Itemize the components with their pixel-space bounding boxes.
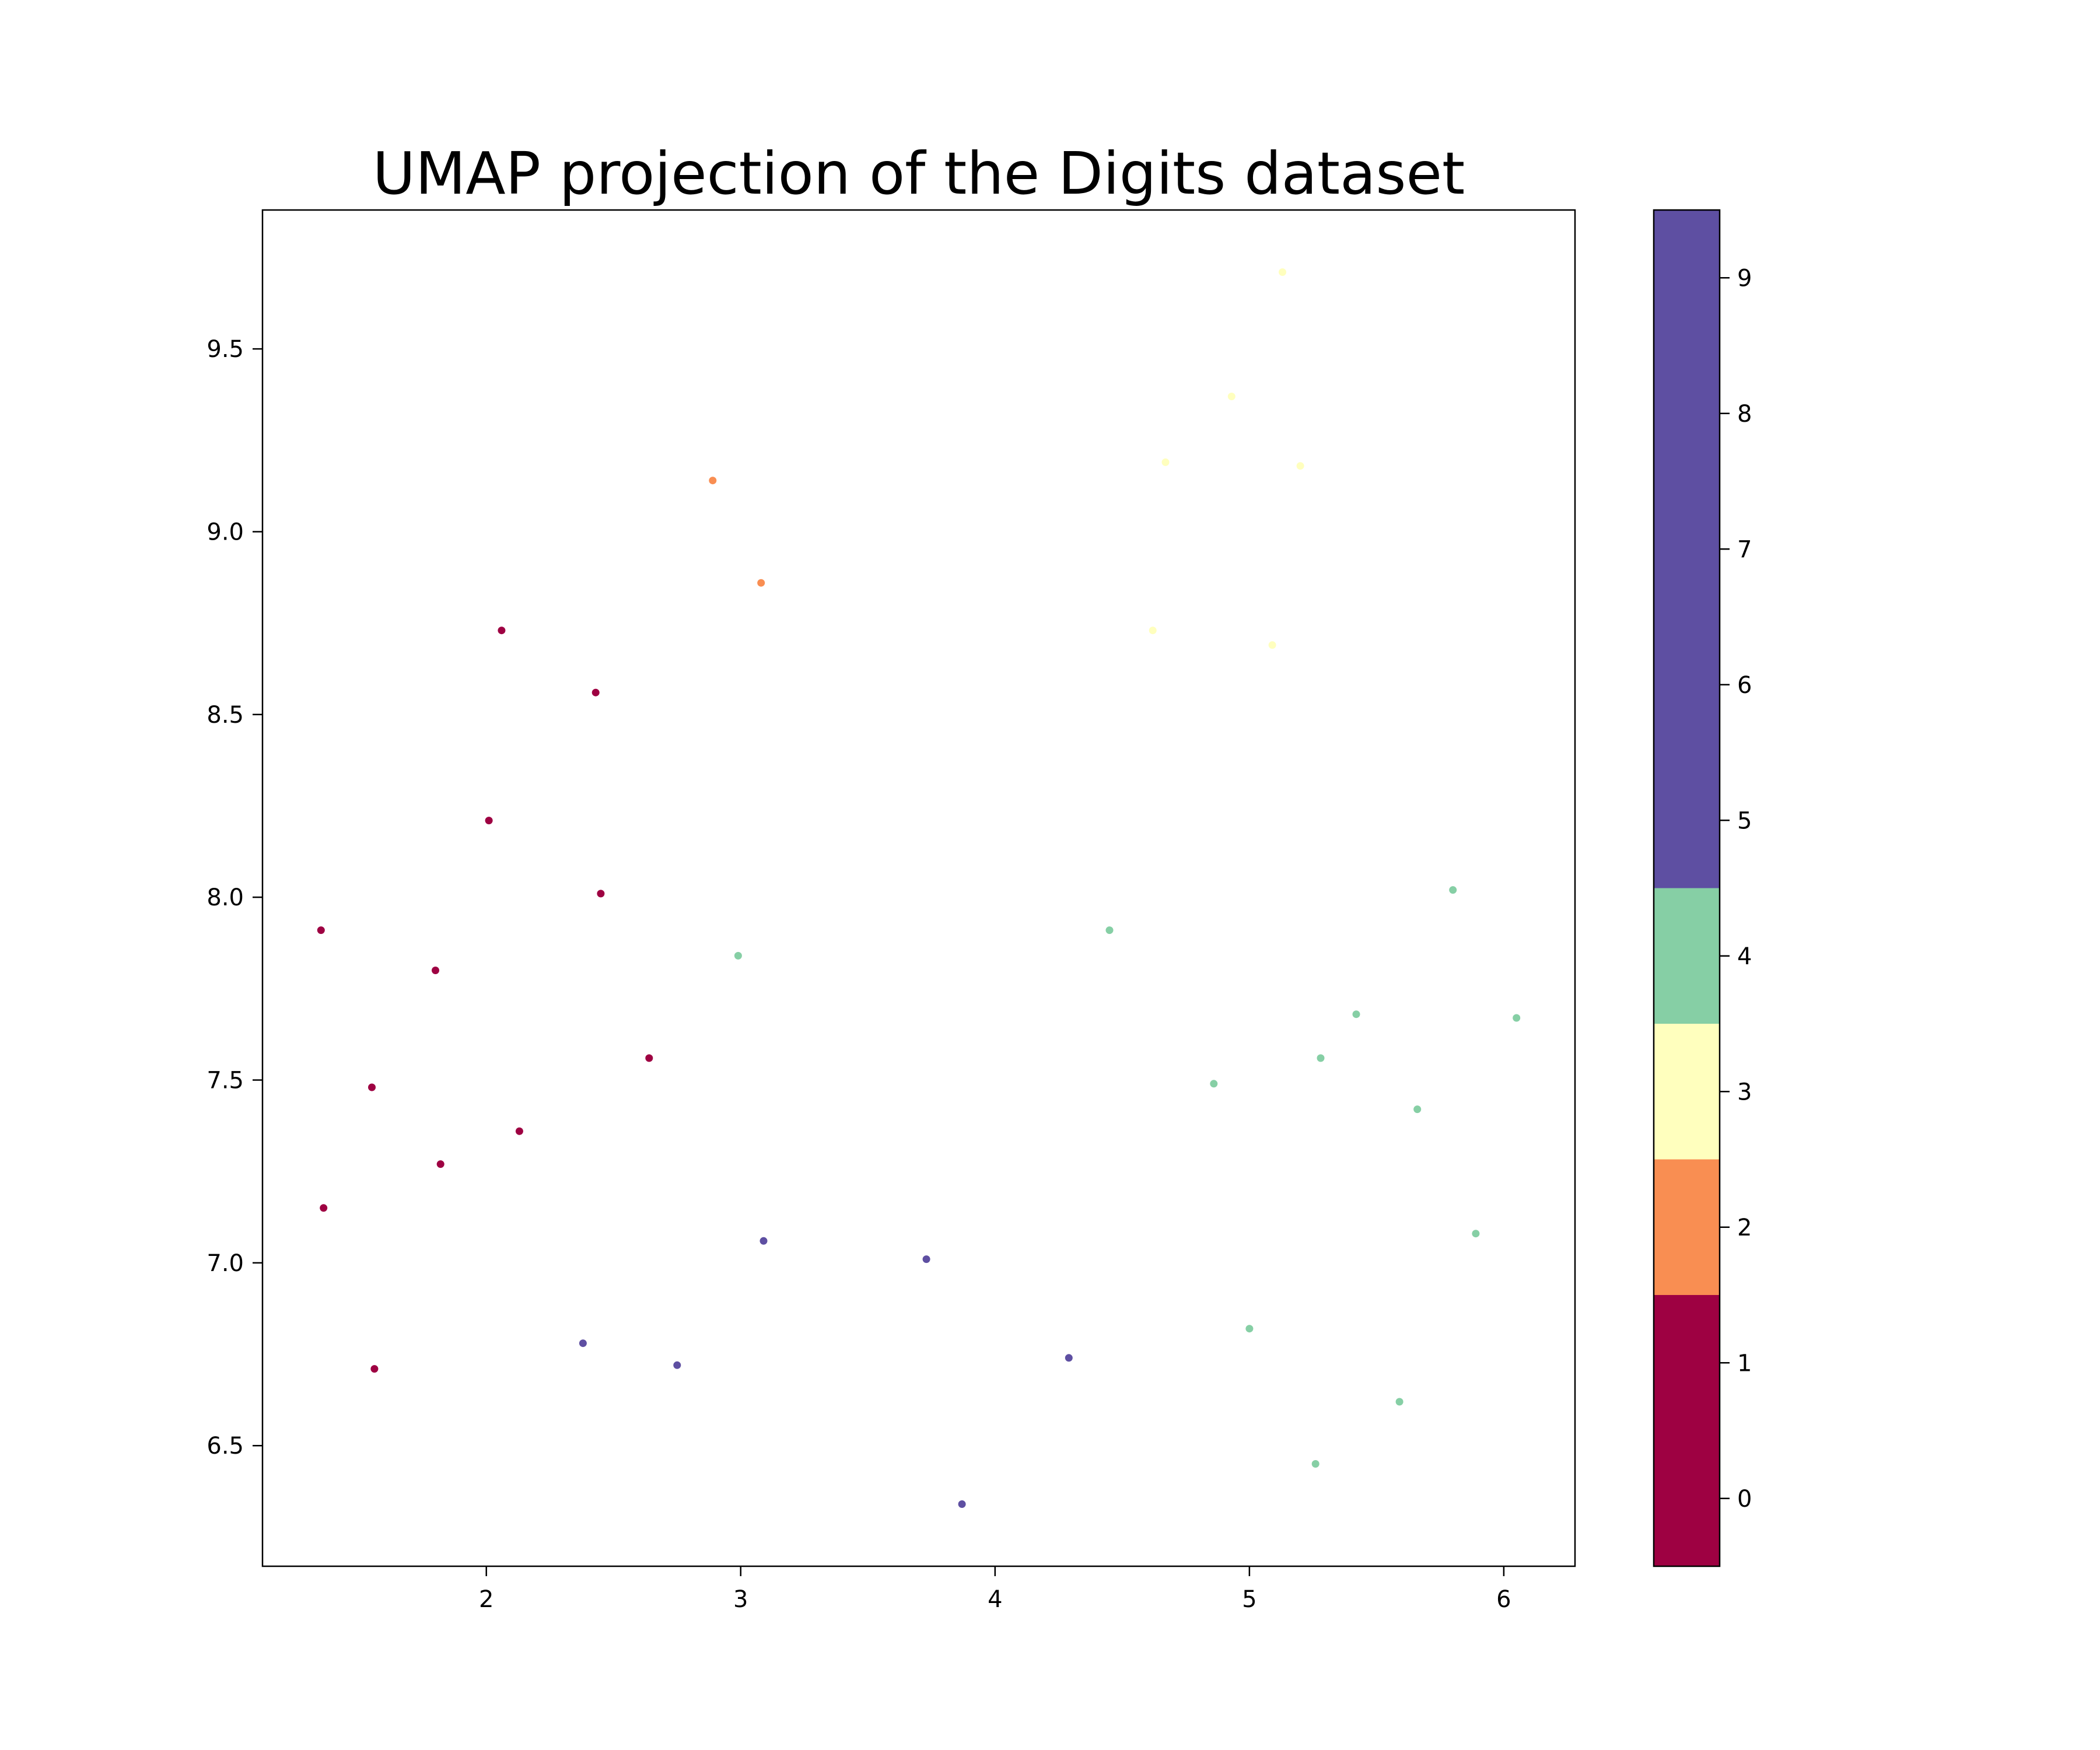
colorbar-tick-label: 7 bbox=[1737, 536, 1752, 563]
colorbar-tick-label: 4 bbox=[1737, 943, 1752, 970]
scatter-point-6 bbox=[368, 1083, 376, 1091]
colorbar: 0 1 2 3 4 5 6 7 8 9 bbox=[1653, 209, 1752, 1567]
plot-frame bbox=[261, 209, 1576, 1567]
scatter-point-10 bbox=[320, 1204, 328, 1212]
x-axis: 2 3 4 5 6 bbox=[479, 1566, 1511, 1613]
scatter-point-34 bbox=[579, 1339, 587, 1348]
y-tick-label: 7.5 bbox=[206, 1068, 244, 1094]
scatter-point-29 bbox=[1245, 1325, 1254, 1333]
x-tick-label: 3 bbox=[733, 1586, 748, 1613]
scatter-point-7 bbox=[645, 1054, 653, 1062]
x-tick-label: 5 bbox=[1242, 1586, 1256, 1613]
colorbar-tick-label: 9 bbox=[1737, 265, 1752, 292]
colorbar-bands bbox=[1654, 210, 1720, 1566]
scatter-point-32 bbox=[760, 1237, 768, 1245]
scatter-point-28 bbox=[1472, 1230, 1480, 1238]
x-tick-label: 6 bbox=[1496, 1586, 1511, 1613]
scatter-point-16 bbox=[1161, 458, 1170, 466]
colorbar-tick-label: 8 bbox=[1737, 401, 1752, 428]
scatter-point-26 bbox=[1210, 1080, 1218, 1088]
scatter-point-37 bbox=[958, 1500, 966, 1508]
y-tick-label: 7.0 bbox=[206, 1250, 244, 1277]
scatter-point-25 bbox=[1317, 1054, 1325, 1062]
scatter-point-22 bbox=[1449, 886, 1457, 894]
colorbar-tick-label: 5 bbox=[1737, 807, 1752, 834]
scatter-point-18 bbox=[1149, 626, 1157, 635]
y-tick-label: 8.5 bbox=[206, 702, 244, 729]
scatter-point-15 bbox=[1227, 393, 1236, 401]
scatter-point-24 bbox=[1513, 1014, 1521, 1022]
colorbar-band-4 bbox=[1654, 210, 1720, 888]
scatter-point-2 bbox=[592, 688, 600, 696]
x-tick-label: 2 bbox=[479, 1586, 494, 1613]
scatter-point-33 bbox=[922, 1255, 930, 1264]
plot-area bbox=[261, 209, 1576, 1567]
scatter-point-14 bbox=[1279, 268, 1286, 276]
scatter-point-12 bbox=[709, 477, 717, 485]
scatter-point-5 bbox=[432, 967, 439, 974]
scatter-point-11 bbox=[370, 1365, 379, 1373]
scatter-point-30 bbox=[1395, 1398, 1404, 1406]
scatter-point-13 bbox=[757, 579, 765, 587]
colorbar-band-0 bbox=[1654, 1295, 1720, 1566]
colorbar-tick-label: 1 bbox=[1737, 1350, 1752, 1377]
scatter-point-27 bbox=[1413, 1105, 1422, 1114]
scatter-point-36 bbox=[1065, 1354, 1073, 1362]
scatter-point-19 bbox=[1268, 641, 1276, 649]
colorbar-band-2 bbox=[1654, 1024, 1720, 1160]
scatter-point-23 bbox=[1352, 1010, 1360, 1019]
scatter-points bbox=[317, 268, 1521, 1508]
y-tick-label: 9.0 bbox=[206, 519, 244, 545]
scatter-point-8 bbox=[515, 1127, 523, 1135]
colorbar-tick-label: 0 bbox=[1737, 1486, 1752, 1513]
colorbar-ticks: 0 1 2 3 4 5 6 7 8 9 bbox=[1720, 265, 1752, 1513]
colorbar-frame bbox=[1653, 209, 1721, 1567]
scatter-point-3 bbox=[485, 817, 493, 825]
y-tick-label: 8.0 bbox=[206, 884, 244, 911]
scatter-point-9 bbox=[436, 1160, 444, 1168]
colorbar-tick-label: 2 bbox=[1737, 1214, 1752, 1241]
scatter-point-0 bbox=[317, 926, 325, 935]
colorbar-tick-label: 3 bbox=[1737, 1079, 1752, 1105]
scatter-point-31 bbox=[1311, 1460, 1320, 1468]
y-tick-label: 9.5 bbox=[206, 336, 244, 363]
y-axis: 6.5 7.0 7.5 8.0 8.5 9.0 9.5 bbox=[206, 336, 262, 1460]
scatter-point-21 bbox=[1105, 926, 1114, 935]
colorbar-band-1 bbox=[1654, 1159, 1720, 1295]
scatter-point-17 bbox=[1296, 462, 1304, 470]
chart-title: UMAP projection of the Digits dataset bbox=[373, 139, 1465, 208]
y-tick-label: 6.5 bbox=[206, 1433, 244, 1460]
scatter-point-4 bbox=[597, 890, 605, 898]
scatter-point-1 bbox=[498, 626, 506, 635]
colorbar-tick-label: 6 bbox=[1737, 672, 1752, 699]
scatter-point-20 bbox=[734, 951, 742, 960]
x-tick-label: 4 bbox=[988, 1586, 1002, 1613]
colorbar-band-3 bbox=[1654, 888, 1720, 1024]
scatter-point-35 bbox=[673, 1361, 681, 1369]
